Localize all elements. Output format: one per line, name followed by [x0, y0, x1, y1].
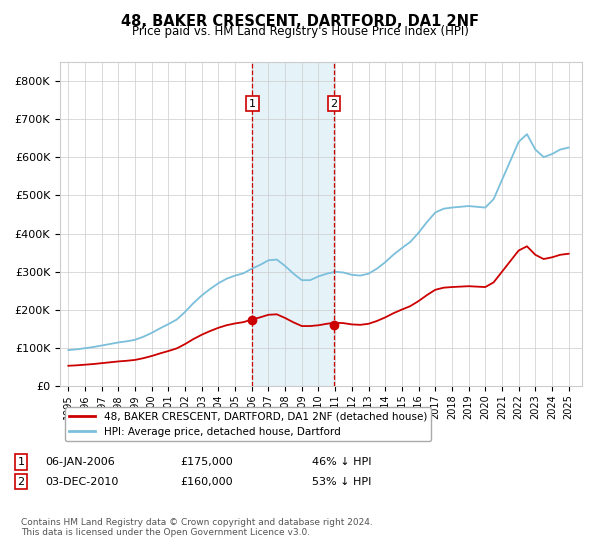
Text: Price paid vs. HM Land Registry's House Price Index (HPI): Price paid vs. HM Land Registry's House … [131, 25, 469, 38]
Text: 1: 1 [249, 99, 256, 109]
Text: £160,000: £160,000 [180, 477, 233, 487]
Text: £175,000: £175,000 [180, 457, 233, 467]
Legend: 48, BAKER CRESCENT, DARTFORD, DA1 2NF (detached house), HPI: Average price, deta: 48, BAKER CRESCENT, DARTFORD, DA1 2NF (d… [65, 408, 431, 441]
Text: 1: 1 [17, 457, 25, 467]
Bar [253, 62, 334, 386]
Text: Contains HM Land Registry data © Crown copyright and database right 2024.
This d: Contains HM Land Registry data © Crown c… [21, 518, 373, 538]
Text: 2: 2 [17, 477, 25, 487]
Text: 48, BAKER CRESCENT, DARTFORD, DA1 2NF: 48, BAKER CRESCENT, DARTFORD, DA1 2NF [121, 14, 479, 29]
Text: 46% ↓ HPI: 46% ↓ HPI [312, 457, 371, 467]
Text: 03-DEC-2010: 03-DEC-2010 [45, 477, 118, 487]
Text: 2: 2 [330, 99, 337, 109]
Text: 06-JAN-2006: 06-JAN-2006 [45, 457, 115, 467]
Text: 53% ↓ HPI: 53% ↓ HPI [312, 477, 371, 487]
